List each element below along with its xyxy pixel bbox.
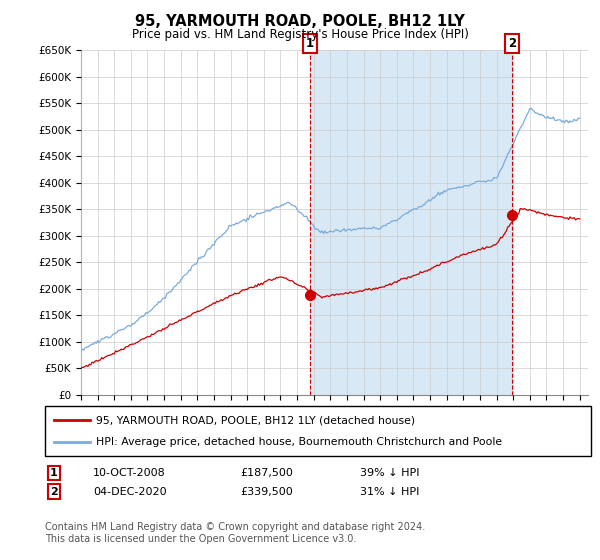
Text: 39% ↓ HPI: 39% ↓ HPI [360,468,419,478]
Text: £339,500: £339,500 [240,487,293,497]
Text: Contains HM Land Registry data © Crown copyright and database right 2024.
This d: Contains HM Land Registry data © Crown c… [45,522,425,544]
Text: HPI: Average price, detached house, Bournemouth Christchurch and Poole: HPI: Average price, detached house, Bour… [96,437,502,447]
Bar [310,50,512,395]
Text: 1: 1 [50,468,58,478]
Text: 1: 1 [306,38,314,50]
Text: £187,500: £187,500 [240,468,293,478]
Text: 2: 2 [50,487,58,497]
Text: Price paid vs. HM Land Registry's House Price Index (HPI): Price paid vs. HM Land Registry's House … [131,28,469,41]
Text: 95, YARMOUTH ROAD, POOLE, BH12 1LY: 95, YARMOUTH ROAD, POOLE, BH12 1LY [135,14,465,29]
Text: 95, YARMOUTH ROAD, POOLE, BH12 1LY (detached house): 95, YARMOUTH ROAD, POOLE, BH12 1LY (deta… [96,415,415,425]
Text: 2: 2 [508,38,516,50]
Text: 10-OCT-2008: 10-OCT-2008 [93,468,166,478]
Text: 31% ↓ HPI: 31% ↓ HPI [360,487,419,497]
Text: 04-DEC-2020: 04-DEC-2020 [93,487,167,497]
